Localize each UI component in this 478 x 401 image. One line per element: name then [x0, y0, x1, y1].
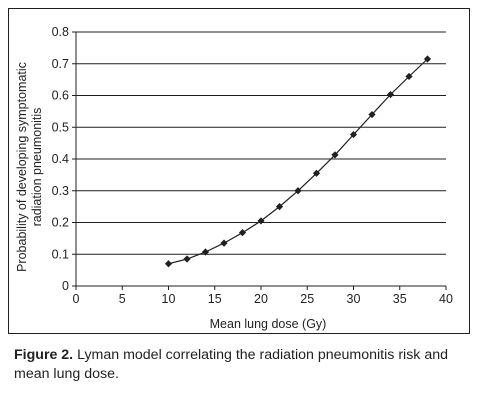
data-point-36: [405, 72, 413, 81]
figure-caption: Figure 2. Lyman model correlating the ra…: [14, 346, 469, 384]
caption-label: Figure 2.: [14, 347, 74, 363]
data-point-26: [312, 169, 321, 177]
x-tick-label-30: 30: [347, 292, 361, 306]
x-tick-label-40: 40: [439, 292, 453, 306]
tick-labels: 0 0.1 0.2 0.3 0.4 0.5 0.6 0.7 0.8 0 5 10 15 20 25 30 35 4…: [52, 25, 453, 306]
y-axis-title-line-1: Probability of developing symptomatic: [15, 62, 29, 272]
data-point-32: [368, 110, 376, 119]
y-tick-label-0.5: 0.5: [52, 120, 69, 134]
x-axis-title: Mean lung dose (Gy): [210, 317, 327, 331]
data-series: [164, 55, 432, 268]
data-point-22: [275, 203, 284, 211]
data-point-12: [183, 255, 191, 263]
data-point-30: [349, 130, 358, 139]
data-point-34: [386, 90, 395, 99]
data-point-38: [423, 55, 432, 63]
x-tick-label-25: 25: [300, 292, 314, 306]
x-tick-label-5: 5: [119, 292, 126, 306]
axes: [72, 31, 447, 290]
series-line-0: [168, 58, 428, 265]
data-point-16: [220, 239, 228, 247]
y-tick-label-0.3: 0.3: [52, 184, 69, 198]
data-point-20: [257, 217, 265, 225]
chart-frame: 0 0.1 0.2 0.3 0.4 0.5 0.6 0.7 0.8 0 5 10 15 20 25 30 35 4…: [8, 8, 470, 334]
caption-text: Lyman model correlating the radiation pn…: [14, 347, 448, 382]
y-tick-label-0.2: 0.2: [52, 216, 69, 230]
y-tick-label-0.7: 0.7: [52, 57, 69, 71]
x-tick-label-10: 10: [162, 292, 176, 306]
x-tick-label-15: 15: [208, 292, 222, 306]
line-chart: 0 0.1 0.2 0.3 0.4 0.5 0.6 0.7 0.8 0 5 10 15 20 25 30 35 4…: [15, 25, 453, 331]
data-point-10: [164, 260, 173, 268]
x-tick-label-0: 0: [73, 292, 80, 306]
data-point-28: [331, 151, 339, 159]
y-tick-label-0: 0: [62, 279, 69, 293]
y-axis-title-line-2: radiation pneumonitis: [30, 108, 44, 227]
data-point-18: [238, 229, 247, 237]
y-tick-label-0.1: 0.1: [52, 247, 69, 261]
gridlines: [76, 31, 446, 255]
y-tick-label-0.8: 0.8: [52, 25, 69, 39]
x-tick-label-20: 20: [254, 292, 268, 306]
data-point-24: [294, 187, 302, 195]
y-tick-label-0.6: 0.6: [52, 89, 69, 103]
x-tick-label-35: 35: [393, 292, 407, 306]
data-point-14: [201, 248, 210, 256]
y-tick-label-0.4: 0.4: [52, 152, 69, 166]
